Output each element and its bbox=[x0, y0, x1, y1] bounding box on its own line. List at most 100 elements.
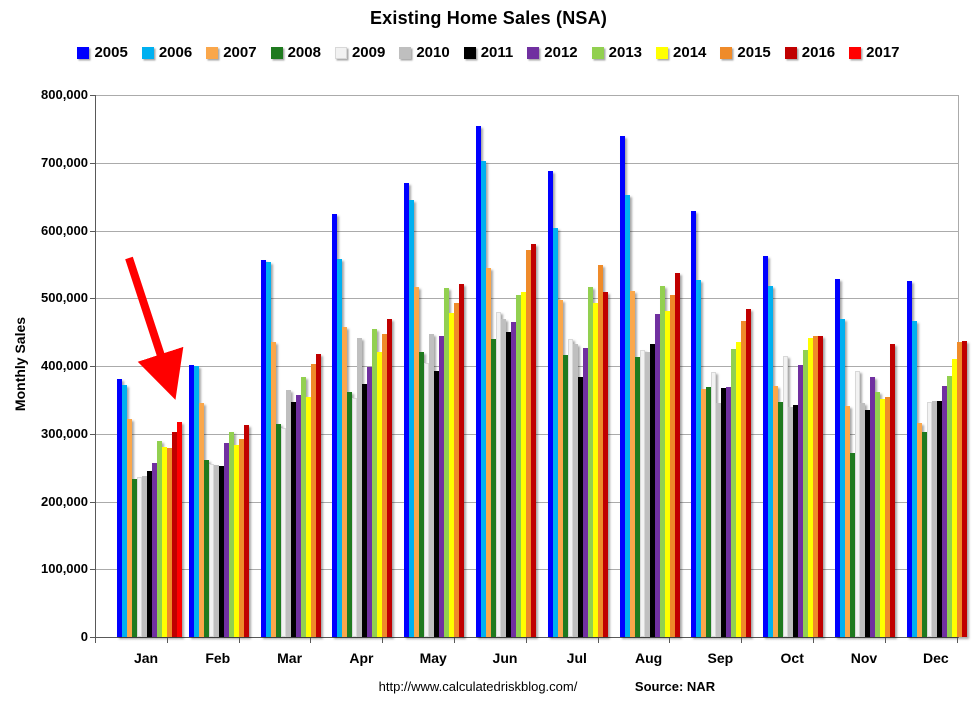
bar-2010-nov bbox=[860, 403, 865, 637]
x-tick-label-apr: Apr bbox=[349, 650, 374, 666]
bar-2011-jul bbox=[577, 376, 583, 637]
bar-2012-jun bbox=[511, 322, 516, 637]
bar-2006-feb bbox=[193, 366, 199, 637]
bar-2011-aug bbox=[649, 343, 655, 637]
bar-group-mar bbox=[260, 260, 326, 637]
legend-item-2008: 2008 bbox=[270, 44, 321, 61]
legend-item-2013: 2013 bbox=[591, 44, 642, 61]
bar-2011-jun bbox=[506, 332, 511, 637]
legend-label-2011: 2011 bbox=[480, 44, 514, 61]
bar-2008-nov bbox=[850, 453, 855, 637]
bar-2009-oct bbox=[783, 355, 789, 637]
bar-2010-jan bbox=[142, 476, 147, 637]
bar-2012-aug bbox=[654, 313, 660, 637]
bar-2016-nov bbox=[890, 343, 895, 637]
bar-group-jun bbox=[476, 126, 541, 637]
y-tick-label: 400,000 bbox=[41, 358, 88, 373]
bar-2010-jun bbox=[501, 318, 506, 637]
legend: 2005 2006 2007 2008 2009 2010 2011 2012 2013 2014… bbox=[0, 44, 977, 61]
bar-2015-sep bbox=[741, 320, 747, 637]
bar-2007-may bbox=[414, 286, 420, 637]
y-tick-label: 100,000 bbox=[41, 561, 88, 577]
bar-2010-mar bbox=[285, 390, 291, 637]
y-tick-mark bbox=[90, 501, 95, 503]
bar-2010-dec bbox=[931, 400, 937, 637]
bar-2007-dec bbox=[916, 422, 922, 637]
y-tick-mark bbox=[90, 433, 95, 435]
x-tick-mark bbox=[238, 638, 240, 643]
bar-2012-dec bbox=[941, 385, 947, 637]
bar-2016-jan bbox=[172, 432, 177, 637]
bar-2015-mar bbox=[310, 364, 316, 637]
legend-item-2014: 2014 bbox=[656, 44, 706, 61]
bar-2011-mar bbox=[290, 401, 296, 637]
legend-label-2015: 2015 bbox=[737, 44, 771, 61]
bar-2016-oct bbox=[818, 335, 824, 637]
bar-2010-may bbox=[429, 334, 435, 637]
bar-2016-apr bbox=[387, 319, 393, 637]
bar-2007-mar bbox=[270, 342, 276, 637]
bar-2005-jan bbox=[117, 378, 122, 637]
bar-2013-dec bbox=[946, 376, 952, 637]
x-tick-mark bbox=[884, 638, 886, 643]
y-tick-label: 800,000 bbox=[41, 87, 88, 102]
bar-2016-feb bbox=[243, 424, 249, 637]
bar-2014-nov bbox=[880, 398, 885, 637]
legend-label-2008: 2008 bbox=[287, 44, 321, 61]
legend-item-2011: 2011 bbox=[463, 44, 514, 61]
bar-2006-may bbox=[409, 200, 415, 637]
bar-2016-may bbox=[459, 284, 465, 637]
bar-2007-nov bbox=[845, 406, 850, 637]
bar-2014-may bbox=[449, 313, 455, 637]
bar-2010-feb bbox=[213, 464, 219, 637]
bar-2006-mar bbox=[265, 262, 271, 637]
bar-2012-oct bbox=[798, 364, 804, 637]
legend-item-2017: 2017 bbox=[849, 44, 900, 61]
bar-2010-aug bbox=[644, 352, 650, 637]
y-tick-label: 0 bbox=[80, 629, 88, 644]
legend-label-2009: 2009 bbox=[351, 44, 386, 61]
bar-2007-oct bbox=[773, 385, 779, 637]
chart-title: Existing Home Sales (NSA) bbox=[369, 8, 608, 28]
bar-2015-oct bbox=[813, 336, 819, 637]
x-tick-mark bbox=[454, 638, 455, 643]
annotation-arrow bbox=[125, 256, 184, 400]
x-tick-label-jul: Jul bbox=[566, 650, 587, 666]
bar-2016-jul bbox=[602, 291, 608, 637]
bar-2014-jul bbox=[592, 303, 598, 637]
bar-2008-oct bbox=[778, 401, 784, 637]
bar-group-jan bbox=[117, 378, 182, 637]
bar-2005-apr bbox=[332, 214, 338, 637]
bar-2012-mar bbox=[295, 395, 301, 637]
bar-2011-jan bbox=[147, 471, 152, 637]
bar-2005-jul bbox=[547, 170, 553, 637]
legend-swatch-2016 bbox=[784, 46, 797, 59]
legend-label-2012: 2012 bbox=[544, 44, 578, 61]
bar-2013-jul bbox=[587, 287, 593, 637]
bar-2007-apr bbox=[342, 327, 348, 637]
bar-2005-dec bbox=[906, 280, 912, 637]
gridline bbox=[96, 95, 958, 96]
bar-2006-oct bbox=[768, 286, 774, 637]
bar-2010-sep bbox=[716, 403, 722, 637]
legend-swatch-2013 bbox=[591, 46, 604, 59]
x-tick-label-dec: Dec bbox=[922, 650, 949, 666]
y-tick-mark bbox=[90, 298, 95, 300]
bar-2015-feb bbox=[238, 438, 244, 637]
bar-2012-may bbox=[439, 335, 445, 637]
x-tick-mark bbox=[95, 638, 96, 643]
y-tick-label: 200,000 bbox=[41, 493, 88, 509]
bar-2009-aug bbox=[639, 350, 645, 637]
x-tick-mark bbox=[956, 638, 958, 643]
bar-2006-sep bbox=[696, 280, 702, 637]
bar-2005-aug bbox=[619, 135, 625, 637]
bar-2013-feb bbox=[228, 432, 234, 637]
bar-2011-feb bbox=[218, 466, 224, 637]
legend-swatch-2006 bbox=[141, 46, 154, 59]
bar-group-may bbox=[404, 183, 469, 637]
bar-2005-oct bbox=[763, 255, 769, 637]
legend-swatch-2010 bbox=[399, 46, 412, 59]
bar-2008-dec bbox=[921, 431, 927, 637]
legend-swatch-2017 bbox=[849, 46, 862, 59]
